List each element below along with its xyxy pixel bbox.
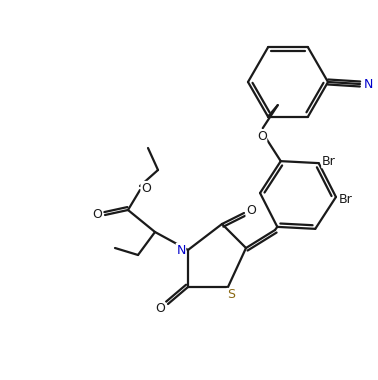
Text: O: O [257,130,267,142]
Text: Br: Br [339,193,353,206]
Text: Br: Br [322,155,336,168]
Text: O: O [92,209,102,222]
Text: N: N [176,244,186,256]
Text: N: N [363,79,373,92]
Text: O: O [141,182,151,195]
Text: O: O [155,302,165,315]
Text: O: O [246,204,256,217]
Text: S: S [227,288,235,301]
